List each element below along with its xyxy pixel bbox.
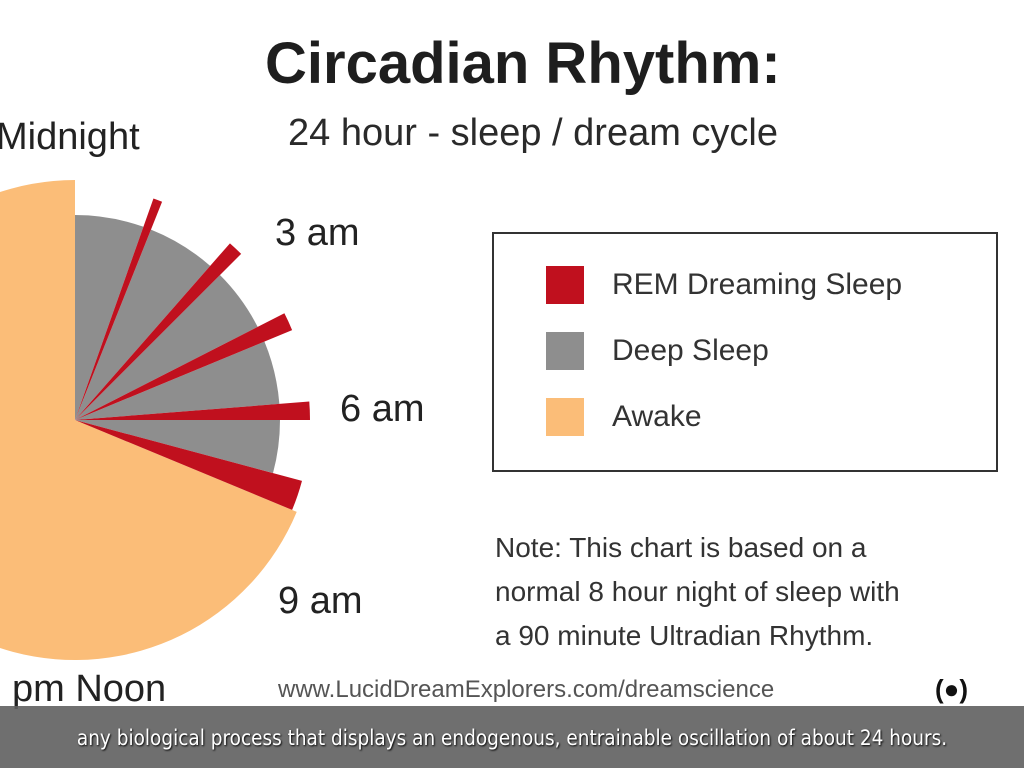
label-6am: 6 am: [340, 388, 425, 430]
legend-swatch-deep: [546, 332, 584, 370]
pie-slice-deep-sleep: [75, 420, 280, 474]
legend-label: Awake: [612, 400, 702, 433]
chart-title: Circadian Rhythm:: [265, 31, 781, 96]
legend-label: REM Dreaming Sleep: [612, 268, 903, 301]
label-noon: pm Noon: [12, 668, 167, 710]
pie-slice-deep-sleep: [75, 215, 144, 420]
logo-icon: (●): [935, 674, 969, 704]
pie-slice-awake: [0, 180, 297, 660]
pie-slice-rem-dreaming-sleep: [75, 198, 163, 420]
pie-slice-rem-dreaming-sleep: [75, 420, 302, 510]
source-url: www.LucidDreamExplorers.com/dreamscience: [278, 676, 775, 703]
pie-slice-deep-sleep: [75, 341, 280, 420]
pie-slice-rem-dreaming-sleep: [75, 313, 293, 420]
legend-swatch-awake: [546, 398, 584, 436]
legend-swatch-rem: [546, 266, 584, 304]
pie-slice-deep-sleep: [75, 229, 211, 420]
note-line: normal 8 hour night of sleep with: [495, 576, 900, 607]
pie-slice-rem-dreaming-sleep: [75, 243, 242, 420]
note-line: a 90 minute Ultradian Rhythm.: [495, 620, 874, 651]
label-midnight: Midnight: [0, 116, 140, 158]
note-line: Note: This chart is based on a: [495, 532, 867, 563]
label-3am: 3 am: [275, 212, 360, 254]
pie-slice-deep-sleep: [75, 275, 258, 420]
label-9am: 9 am: [278, 580, 363, 622]
pie-slice-rem-dreaming-sleep: [75, 401, 310, 420]
chart-subtitle: 24 hour - sleep / dream cycle: [288, 112, 779, 154]
legend-item-deep: Deep Sleep: [546, 332, 769, 370]
caption-bar: [0, 706, 1024, 768]
legend-label: Deep Sleep: [612, 334, 769, 367]
legend-item-awake: Awake: [546, 398, 702, 436]
legend: REM Dreaming Sleep Deep Sleep Awake: [492, 232, 998, 472]
note: Note: This chart is based on a normal 8 …: [495, 526, 900, 658]
legend-item-rem: REM Dreaming Sleep: [546, 266, 902, 304]
caption-text: any biological process that displays an …: [76, 726, 948, 750]
